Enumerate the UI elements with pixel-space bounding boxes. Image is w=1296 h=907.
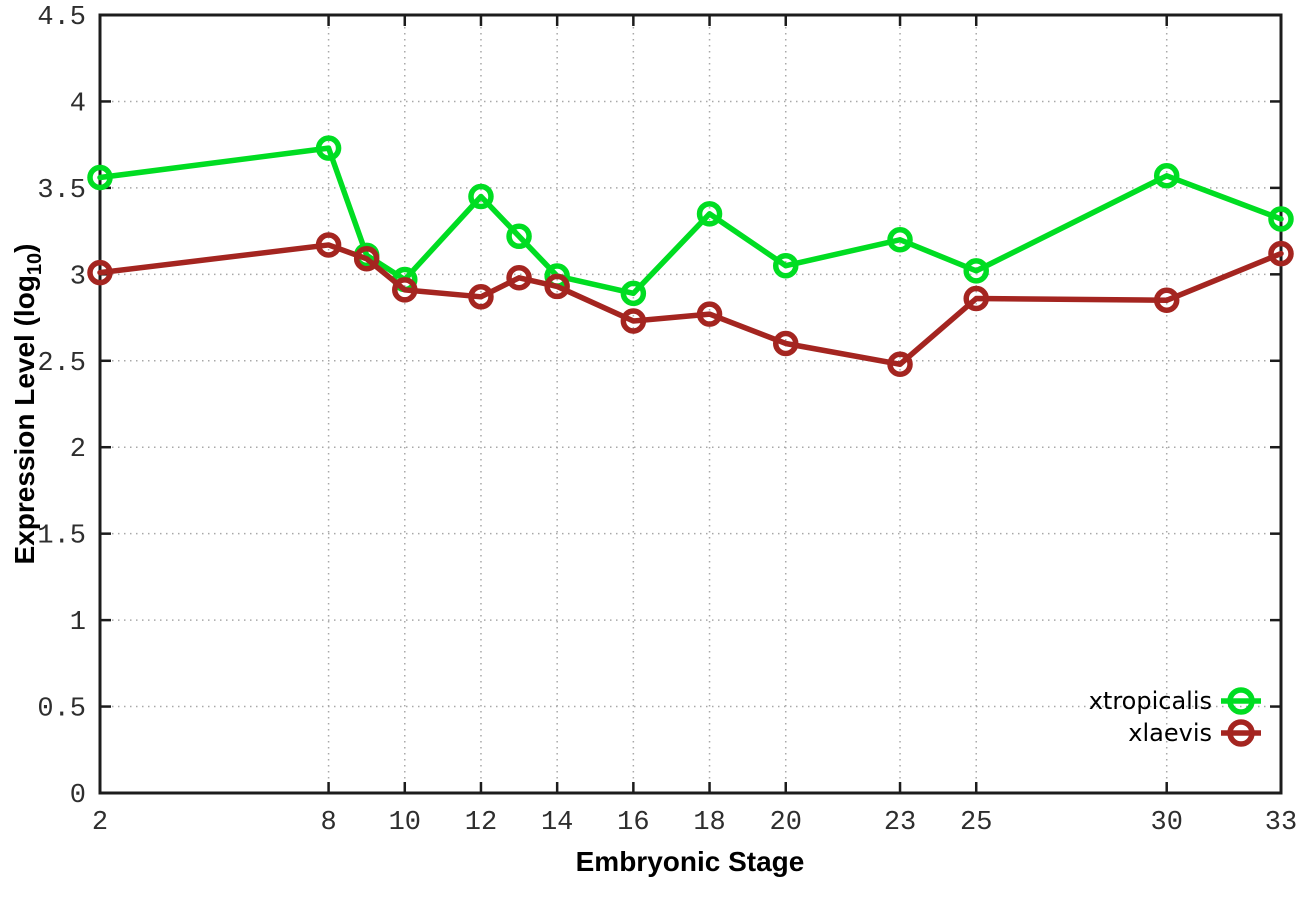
data-point-xlaevis <box>353 246 380 272</box>
legend-marker-xtropicalis <box>1227 687 1255 715</box>
data-point-xlaevis <box>1153 287 1180 314</box>
data-point-xlaevis <box>887 351 913 377</box>
data-point-xtropicalis <box>887 227 913 253</box>
data-point-xtropicalis <box>87 164 113 191</box>
y-tick-label: 2 <box>70 435 86 465</box>
y-tick-label: 0.5 <box>37 695 86 725</box>
series-line-xlaevis <box>97 242 1284 367</box>
data-point-xtropicalis <box>620 280 647 307</box>
y-tick-label: 3.5 <box>37 176 86 206</box>
legend-row-xtropicalis: xtropicalis <box>1089 687 1261 715</box>
y-axis-title-close: ) <box>9 244 40 253</box>
y-tick-label: 1.5 <box>37 522 86 552</box>
data-point-xtropicalis <box>696 201 723 227</box>
data-point-xtropicalis <box>772 252 799 279</box>
x-tick-label: 25 <box>960 808 992 838</box>
data-point-xlaevis <box>87 259 113 286</box>
legend-label-xlaevis: xlaevis <box>1128 719 1212 747</box>
data-point-xtropicalis <box>315 135 342 161</box>
series-line-xtropicalis <box>97 145 1284 297</box>
x-tick-label: 20 <box>770 808 802 838</box>
x-tick-label: 10 <box>389 808 421 838</box>
y-axis-title-subscript: 10 <box>24 253 46 275</box>
data-point-xtropicalis <box>1153 163 1180 189</box>
y-axis-title-main: Expression Level (log <box>9 275 40 564</box>
y-tick-label: 0 <box>70 781 86 811</box>
y-tick-label: 2.5 <box>37 349 86 379</box>
legend-row-xlaevis: xlaevis <box>1128 719 1261 747</box>
y-tick-label: 1 <box>70 608 86 638</box>
data-point-xlaevis <box>392 277 418 303</box>
x-tick-label: 2 <box>92 808 108 838</box>
data-point-xlaevis <box>620 308 647 334</box>
data-point-xtropicalis <box>506 223 532 250</box>
data-point-xlaevis <box>468 284 494 310</box>
data-point-xtropicalis <box>468 183 494 210</box>
tick-label-layer: 2 8 10 12 14 16 18 20 23 25 30 33 0 0.5 1 1.5 2 2.5 3 3.5 4 4… <box>37 3 1296 838</box>
legend-label-xtropicalis: xtropicalis <box>1089 687 1212 715</box>
x-tick-label: 23 <box>884 808 916 838</box>
data-point-xlaevis <box>544 273 570 300</box>
data-point-xlaevis <box>1268 240 1294 267</box>
data-point-xlaevis <box>315 232 342 258</box>
y-tick-label: 3 <box>70 262 86 292</box>
y-axis-title: Expression Level (log10) <box>9 244 46 565</box>
data-point-xtropicalis <box>1268 206 1294 232</box>
x-tick-label: 30 <box>1151 808 1183 838</box>
x-tick-label: 14 <box>541 808 573 838</box>
data-point-xlaevis <box>772 330 799 357</box>
data-point-xlaevis <box>963 285 989 312</box>
legend: xtropicalis xlaevis <box>1089 687 1261 747</box>
x-tick-label: 12 <box>465 808 497 838</box>
x-tick-label: 33 <box>1265 808 1296 838</box>
data-point-xlaevis <box>696 301 723 327</box>
x-tick-label: 16 <box>617 808 649 838</box>
x-tick-label: 18 <box>693 808 725 838</box>
series-xtropicalis <box>87 135 1294 307</box>
legend-marker-xlaevis <box>1227 719 1255 747</box>
x-axis-title: Embryonic Stage <box>576 846 805 877</box>
y-tick-label: 4 <box>70 89 86 119</box>
data-point-xtropicalis <box>963 258 989 284</box>
y-tick-label: 4.5 <box>37 3 86 33</box>
tick-layer <box>98 13 1283 795</box>
data-point-xlaevis <box>506 265 532 291</box>
plot-border <box>98 13 1283 795</box>
x-tick-label: 8 <box>320 808 336 838</box>
series-xlaevis <box>87 232 1294 377</box>
grid-layer <box>99 14 1282 794</box>
